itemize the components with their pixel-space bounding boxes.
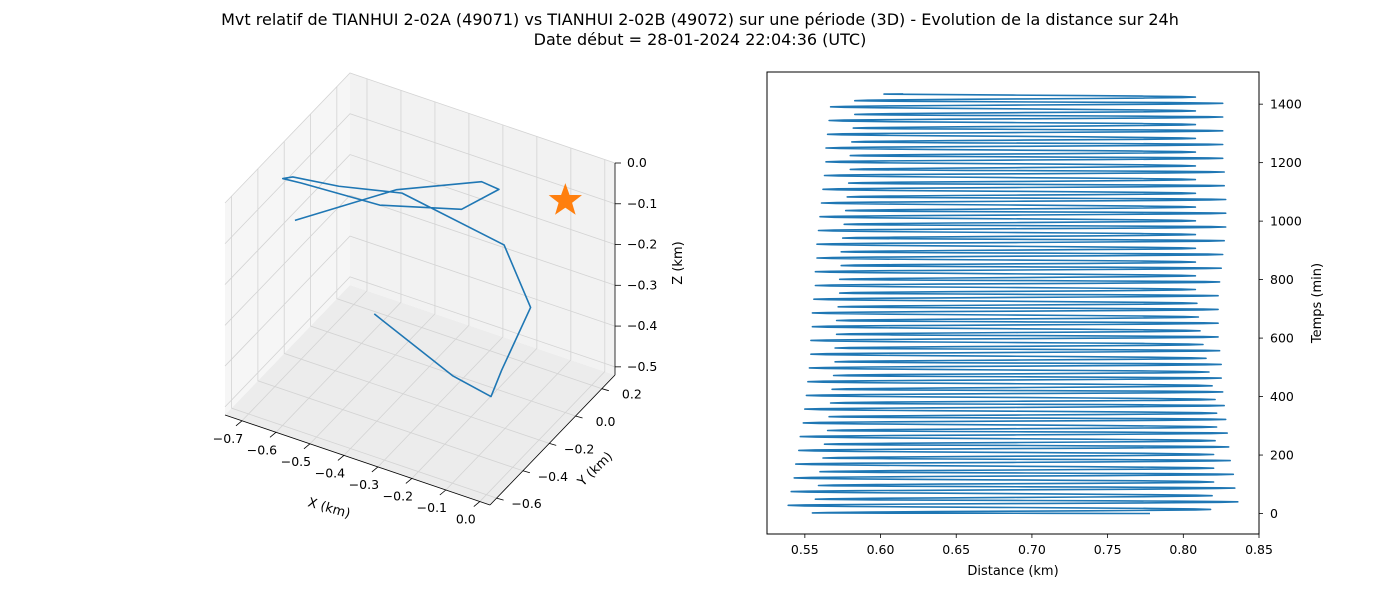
y-tick-label-3d: −0.2 — [564, 441, 594, 456]
x-tick-3d — [303, 443, 311, 450]
y-tick-3d — [575, 415, 583, 419]
x-tick-3d — [269, 432, 277, 438]
x-tick-3d — [371, 466, 379, 473]
x-tick-label-3d: −0.3 — [349, 477, 379, 492]
y-tick-3d — [549, 443, 557, 446]
y-tick-label-3d: 0.2 — [622, 387, 642, 402]
y-tick-label-2d: 800 — [1270, 272, 1294, 287]
series-line-distance — [787, 93, 1239, 515]
z-axis-label-3d: Z (km) — [671, 241, 686, 284]
grid-line-z — [224, 154, 616, 285]
y-tick-label-2d: 400 — [1270, 389, 1294, 404]
x-tick-3d — [337, 455, 345, 461]
x-axis-label-2d: Distance (km) — [967, 564, 1058, 579]
plot-frame — [766, 71, 1260, 535]
x-axis-label-3d: X (km) — [306, 495, 352, 521]
x-tick-label-2d: 0.85 — [1245, 542, 1273, 557]
y-axis-line-3d — [489, 374, 616, 506]
grid-line-y — [310, 114, 576, 417]
z-tick-label-3d: −0.3 — [627, 277, 657, 292]
origin-star-marker — [548, 183, 582, 215]
x-tick-label-3d: 0.0 — [456, 512, 476, 527]
pane-floor — [225, 285, 615, 505]
y-tick-label-2d: 200 — [1270, 448, 1294, 463]
grid-line-z — [224, 194, 616, 326]
grid-line-z — [224, 276, 616, 408]
grid-line-x — [479, 159, 606, 502]
x-tick-label-2d: 0.55 — [791, 542, 819, 557]
y-tick-label-3d: 0.0 — [596, 414, 616, 429]
z-tick-label-3d: −0.1 — [627, 196, 657, 211]
grid-line-x — [377, 124, 504, 468]
y-tick-label-2d: 0 — [1270, 506, 1278, 521]
y-tick-label-3d: −0.6 — [511, 496, 541, 511]
y-tick-label-2d: 1400 — [1270, 97, 1302, 112]
x-tick-label-3d: −0.1 — [417, 500, 447, 515]
grid-line-x — [445, 148, 572, 491]
x-tick-label-2d: 0.80 — [1169, 542, 1197, 557]
z-tick-label-3d: −0.4 — [627, 318, 657, 333]
grid-line-x — [343, 113, 470, 456]
z-tick-label-3d: 0.0 — [627, 155, 647, 170]
x-tick-3d — [235, 420, 243, 427]
y-tick-label-2d: 1200 — [1270, 155, 1302, 170]
y-tick-label-2d: 600 — [1270, 331, 1294, 346]
y-tick-3d — [496, 497, 504, 501]
x-tick-label-3d: −0.4 — [315, 465, 345, 480]
grid-line-x — [411, 136, 538, 479]
y-tick-label-3d: −0.4 — [538, 469, 568, 484]
grid-line-y — [257, 168, 524, 472]
x-tick-label-3d: −0.7 — [213, 431, 243, 446]
z-tick-label-3d: −0.2 — [627, 237, 657, 252]
y-tick-3d — [601, 388, 609, 392]
chart-3d-trajectory: −0.7−0.6−0.5−0.4−0.3−0.2−0.10.0−0.6−0.4−… — [213, 72, 686, 527]
x-tick-label-2d: 0.65 — [942, 542, 970, 557]
x-tick-label-3d: −0.5 — [281, 454, 311, 469]
grid-line-y — [283, 141, 550, 444]
chart-subtitle: Date début = 28-01-2024 22:04:36 (UTC) — [533, 30, 867, 49]
x-tick-label-3d: −0.2 — [383, 488, 413, 503]
z-tick-label-3d: −0.5 — [627, 359, 657, 374]
pane-left — [225, 73, 350, 415]
x-tick-label-2d: 0.70 — [1018, 542, 1046, 557]
y-axis-label-2d: Temps (min) — [1310, 263, 1325, 344]
x-tick-3d — [439, 489, 447, 496]
chart-title: Mvt relatif de TIANHUI 2-02A (49071) vs … — [221, 10, 1179, 29]
grid-line-z — [224, 113, 616, 245]
x-tick-label-2d: 0.75 — [1094, 542, 1122, 557]
series-line-3d — [281, 176, 532, 398]
x-tick-3d — [473, 501, 481, 507]
x-tick-label-3d: −0.6 — [247, 442, 277, 457]
grid-line-y — [336, 86, 602, 390]
grid-line-z — [224, 235, 616, 367]
y-tick-3d — [522, 470, 531, 474]
x-tick-3d — [405, 478, 413, 484]
y-tick-label-2d: 1000 — [1270, 214, 1302, 229]
grid-line-x — [309, 101, 436, 445]
grid-line-y — [231, 196, 497, 499]
grid-line-x — [241, 78, 368, 422]
grid-line-z — [224, 72, 616, 204]
x-tick-label-2d: 0.60 — [867, 542, 895, 557]
grid-line-x — [275, 90, 402, 433]
